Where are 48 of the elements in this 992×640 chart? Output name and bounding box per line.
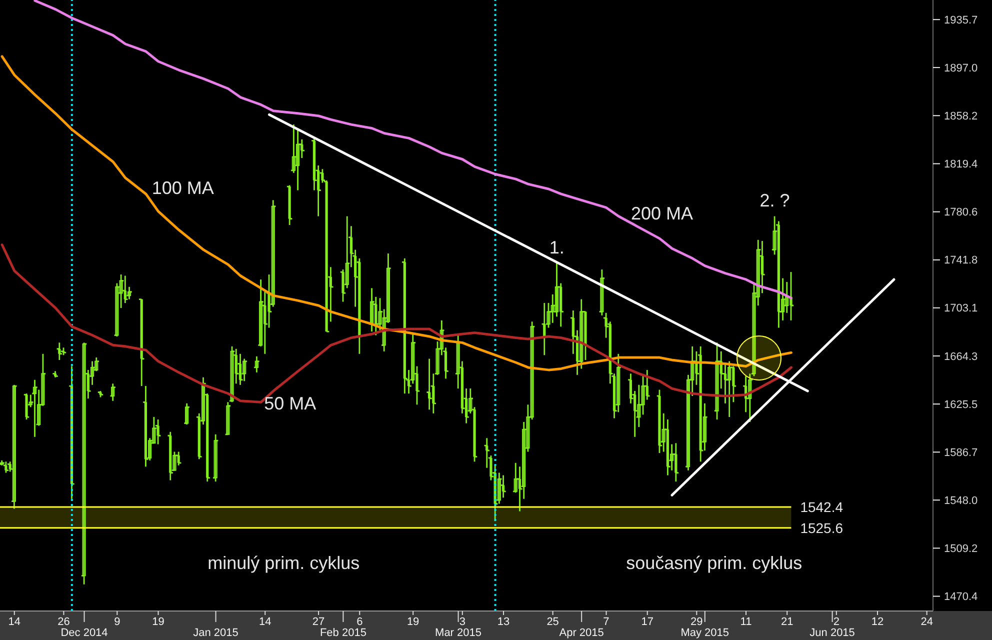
x-tick-label: 19 [406, 616, 420, 628]
x-tick-label: 7 [603, 616, 610, 628]
x2-tick-label: Jun 2015 [810, 627, 855, 639]
y-tick-label: 1509.2 [944, 543, 978, 556]
x-tick-label: 21 [780, 616, 794, 628]
series-label: 200 MA [630, 203, 693, 224]
annotation: 1. [549, 237, 564, 258]
x-tick-label: 3 [459, 616, 466, 628]
annotation: minulý prim. cyklus [208, 553, 360, 573]
x-tick-label: 19 [152, 616, 164, 628]
x-tick-label: 17 [641, 616, 654, 628]
ref-line-label: 1525.6 [800, 520, 844, 536]
x-tick-label: 13 [497, 616, 510, 628]
y-tick-label: 1703.1 [944, 302, 978, 315]
x-tick-label: 6 [356, 616, 363, 628]
y-tick-label: 1780.6 [944, 206, 978, 219]
y-tick-label: 1664.3 [944, 350, 978, 363]
x-tick-label: 24 [920, 616, 933, 628]
x2-tick-label: May 2015 [680, 627, 730, 639]
ref-line-label: 1542.4 [800, 499, 844, 516]
x-tick-label: 26 [58, 616, 70, 628]
annotation: současný prim. cyklus [626, 553, 802, 573]
y-tick-label: 1586.7 [944, 446, 978, 459]
x-tick-label: 11 [740, 616, 752, 628]
y-tick-label: 1548.0 [944, 494, 978, 507]
x-tick-label: 12 [871, 616, 884, 628]
y-tick-label: 1858.2 [944, 110, 978, 122]
series-label: 50 MA [264, 393, 316, 414]
x-tick-label: 2 [833, 616, 840, 628]
y-tick-label: 1741.8 [944, 254, 978, 267]
x-tick-label: 14 [258, 616, 272, 628]
x2-tick-label: Feb 2015 [320, 627, 366, 639]
x2-tick-label: Mar 2015 [435, 627, 482, 639]
x-tick-label: 25 [546, 616, 559, 628]
y-tick-label: 1470.4 [944, 591, 978, 604]
x-tick-label: 9 [114, 616, 120, 628]
y-tick-label: 1819.4 [944, 158, 978, 171]
series-label: 100 MA [152, 178, 214, 198]
x2-tick-label: Dec 2014 [60, 627, 108, 639]
x-tick-label: 14 [8, 616, 21, 628]
y-tick-label: 1935.7 [944, 14, 978, 26]
y-tick-label: 1625.5 [944, 398, 978, 411]
x2-tick-label: Jan 2015 [193, 627, 238, 639]
x-tick-label: 27 [312, 616, 325, 628]
annotation: 2. ? [760, 190, 790, 210]
y-tick-label: 1897.0 [944, 62, 978, 74]
x-tick-label: 29 [690, 616, 703, 628]
x2-tick-label: Apr 2015 [559, 627, 604, 639]
